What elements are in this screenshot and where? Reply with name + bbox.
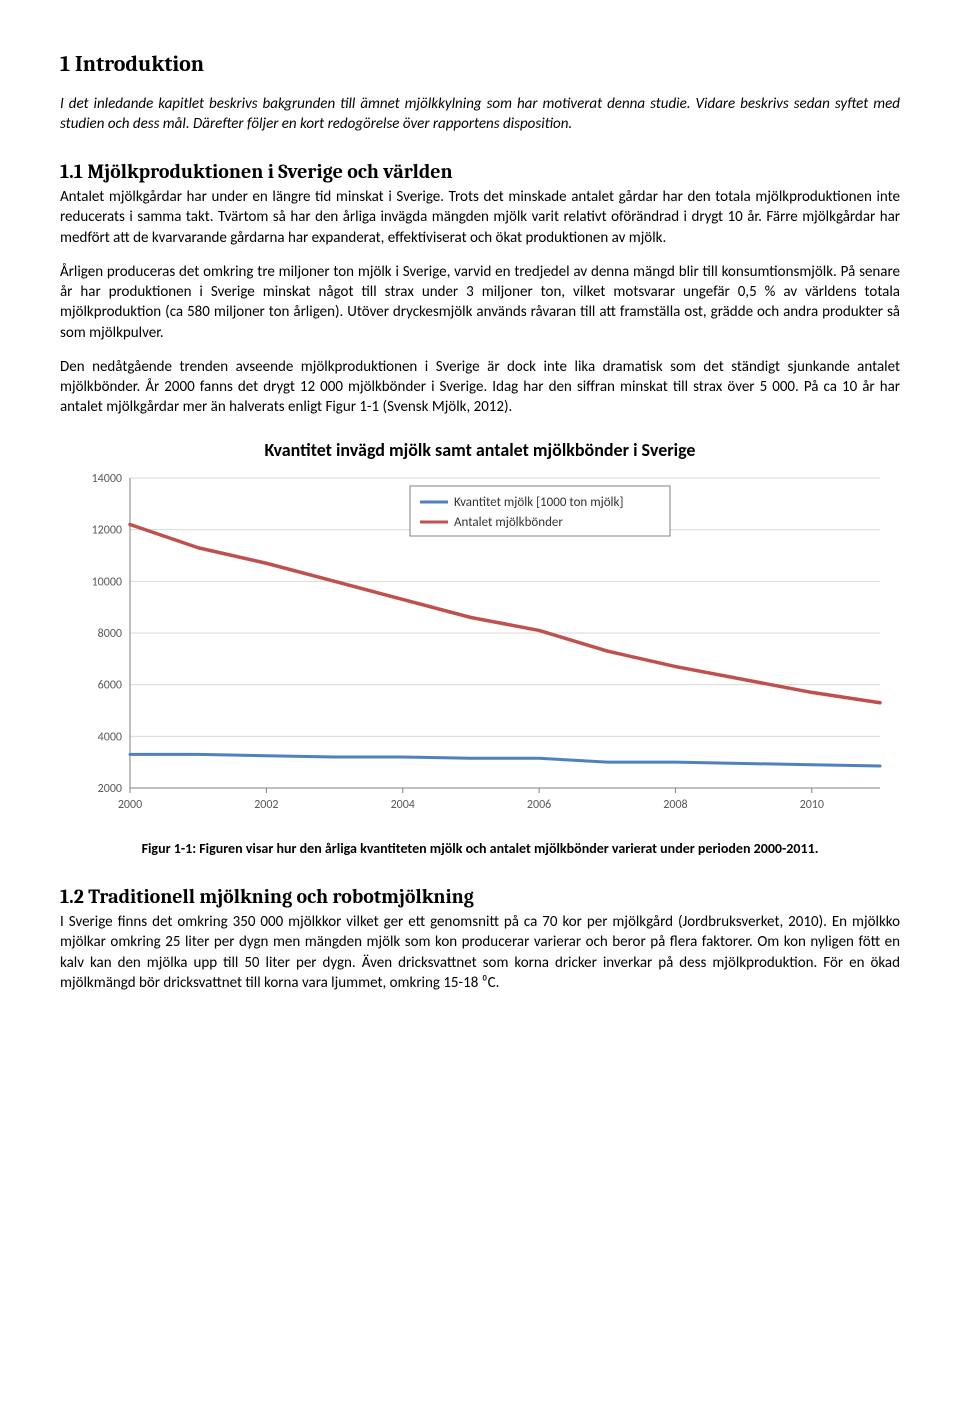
svg-text:8000: 8000 <box>98 627 122 641</box>
svg-text:2000: 2000 <box>118 798 142 812</box>
svg-text:2008: 2008 <box>663 798 687 812</box>
svg-text:2010: 2010 <box>800 798 824 812</box>
chart-svg: 2000 4000 6000 8000 10000 12000 14000 2000 2002 2… <box>60 468 900 828</box>
figure-1-1: Kvantitet invägd mjölk samt antalet mjöl… <box>60 438 900 835</box>
svg-text:Antalet mjölkbönder: Antalet mjölkbönder <box>454 515 563 530</box>
heading-introduction: 1 Introduktion <box>60 50 900 80</box>
svg-text:2000: 2000 <box>98 782 122 796</box>
svg-text:4000: 4000 <box>98 730 122 744</box>
paragraph-3: Den nedåtgående trenden avseende mjölkpr… <box>60 357 900 418</box>
paragraph-1: Antalet mjölkgårdar har under en längre … <box>60 187 900 248</box>
svg-text:12000: 12000 <box>92 524 122 538</box>
svg-text:14000: 14000 <box>92 472 122 486</box>
figure-caption: Figur 1-1: Figuren visar hur den årliga … <box>80 840 880 859</box>
svg-text:Kvantitet mjölk [1000 ton mjöl: Kvantitet mjölk [1000 ton mjölk] <box>454 495 623 510</box>
paragraph-4: I Sverige finns det omkring 350 000 mjöl… <box>60 912 900 993</box>
heading-1-2: 1.2 Traditionell mjölkning och robotmjöl… <box>60 883 900 910</box>
intro-paragraph: I det inledande kapitlet beskrivs bakgru… <box>60 94 900 135</box>
paragraph-2: Årligen produceras det omkring tre miljo… <box>60 262 900 343</box>
svg-text:6000: 6000 <box>98 679 122 693</box>
chart-title: Kvantitet invägd mjölk samt antalet mjöl… <box>60 438 900 462</box>
heading-1-1: 1.1 Mjölkproduktionen i Sverige och värl… <box>60 158 900 185</box>
svg-text:2006: 2006 <box>527 798 551 812</box>
svg-text:10000: 10000 <box>92 575 122 589</box>
svg-text:2004: 2004 <box>391 798 415 812</box>
svg-text:2002: 2002 <box>254 798 278 812</box>
